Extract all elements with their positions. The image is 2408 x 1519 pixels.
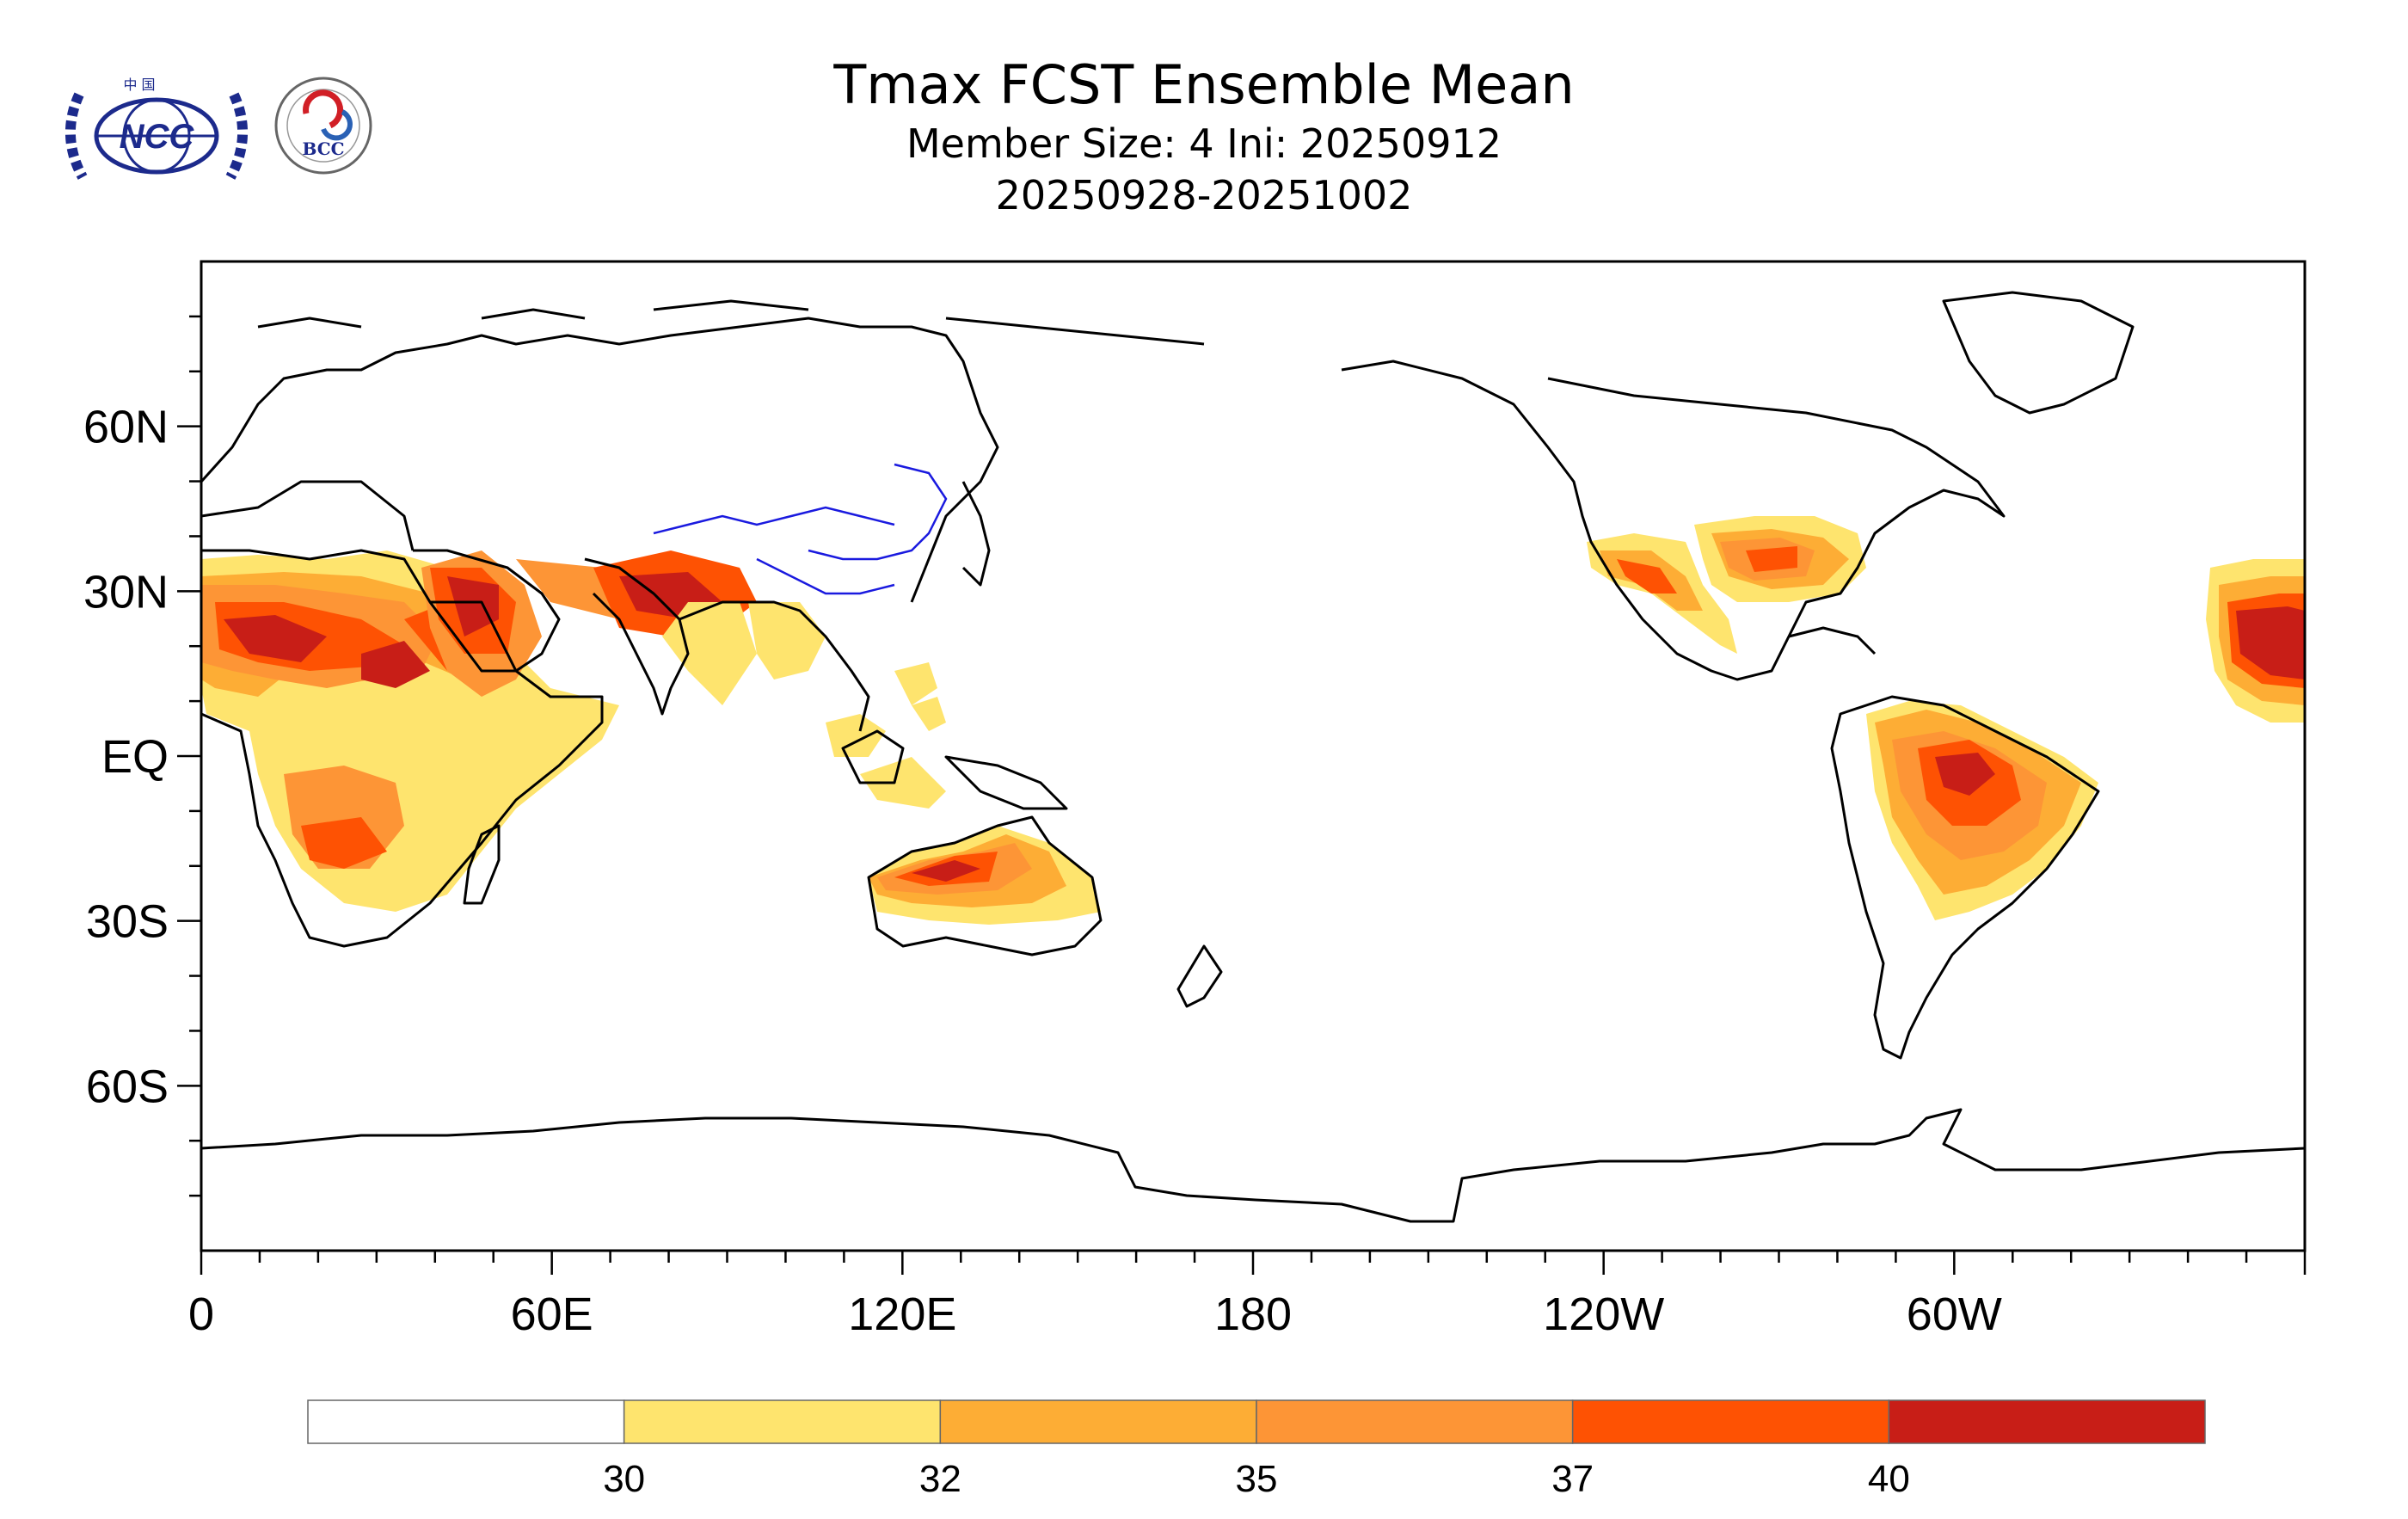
colorbar-level-label: 32 — [919, 1458, 961, 1500]
tmax-fill-americas — [1587, 516, 2098, 920]
colorbar-swatch — [1571, 1399, 1890, 1444]
coast-north-america — [1341, 360, 2006, 681]
x-axis: 0 60E 120E 180 120W 60W — [188, 1251, 2307, 1340]
coast-madagascar — [463, 824, 501, 905]
x-tick-label: 60E — [511, 1288, 593, 1340]
colorbar-level-label: 35 — [1236, 1458, 1278, 1500]
map-title: Tmax FCST Ensemble Mean — [833, 53, 1575, 116]
colorbar-swatch — [939, 1399, 1257, 1444]
coast-japan — [961, 481, 991, 587]
coast-greenland — [1942, 291, 2135, 415]
map-area — [201, 261, 2305, 1251]
forecast-period: 20250928-20251002 — [995, 172, 1413, 218]
colorbar-level-label: 30 — [603, 1458, 645, 1500]
svg-text:中 国: 中 国 — [123, 77, 155, 93]
colorbar: 30 32 35 37 40 — [307, 1399, 2206, 1500]
coast-india — [584, 557, 690, 716]
coast-newzealand — [1176, 944, 1223, 1008]
svg-text:BCC: BCC — [302, 138, 344, 159]
coast-borneo — [841, 729, 905, 784]
y-axis: 60N 30N EQ 30S 60S — [83, 315, 201, 1197]
colorbar-swatch — [1888, 1399, 2206, 1444]
x-tick-label: 60W — [1907, 1288, 2002, 1340]
colorbar-level-label: 37 — [1551, 1458, 1594, 1500]
colorbar-level-label: 40 — [1868, 1458, 1910, 1500]
bcc-logo: BCC — [274, 77, 372, 175]
tmax-fill-australia — [869, 826, 1101, 925]
coast-antarctica — [201, 1108, 2305, 1223]
coast-south-america — [1830, 695, 2100, 1060]
coast-caribbean — [1788, 626, 1877, 655]
x-tick-label: 180 — [1214, 1288, 1292, 1340]
coast-eurasia-north — [201, 317, 999, 603]
colorbar-swatch — [307, 1399, 625, 1444]
map-subtitle: Member Size: 4 Ini: 20250912 — [906, 120, 1502, 167]
tmax-fill-asia — [748, 602, 946, 809]
y-tick-label: 30N — [83, 566, 169, 618]
coastlines — [201, 291, 2305, 1223]
y-tick-label: EQ — [101, 731, 169, 783]
china-rivers — [653, 463, 948, 595]
coast-newguinea — [944, 755, 1068, 810]
x-tick-label: 0 — [188, 1288, 214, 1340]
colorbar-swatch — [1256, 1399, 1574, 1444]
coast-australia — [867, 815, 1103, 956]
coast-arabia — [413, 549, 561, 673]
svg-text:NCC: NCC — [120, 118, 195, 156]
coast-africa — [201, 549, 604, 948]
y-tick-label: 30S — [86, 896, 169, 948]
y-tick-label: 60N — [83, 402, 169, 453]
x-tick-label: 120W — [1543, 1288, 1664, 1340]
colorbar-swatch — [623, 1399, 942, 1444]
x-tick-label: 120E — [848, 1288, 956, 1340]
coast-arctic — [257, 299, 1205, 346]
ncc-logo: NCC 中 国 — [64, 77, 249, 180]
tmax-fill-westafrica — [2206, 559, 2305, 723]
y-tick-label: 60S — [86, 1061, 169, 1112]
coast-eurasia-south — [201, 480, 870, 732]
